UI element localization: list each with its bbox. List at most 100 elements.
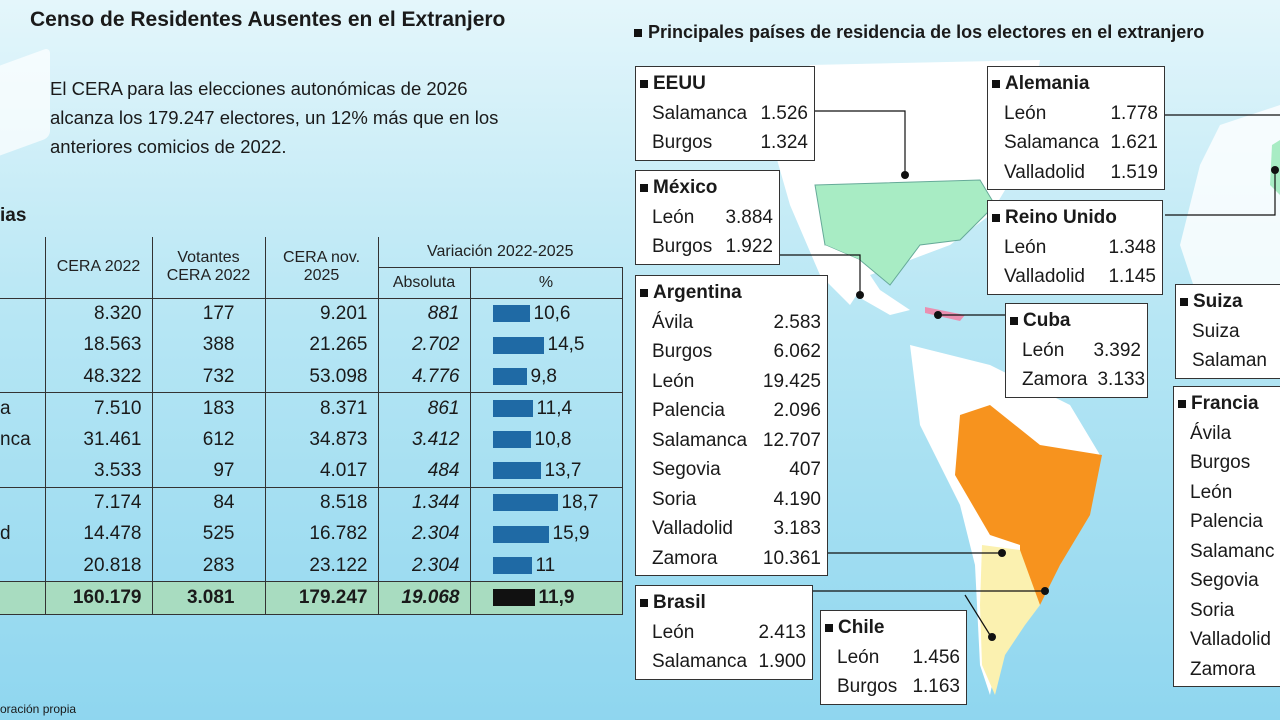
province-name: León [652, 621, 695, 643]
country-box-reino-unido: Reino Unido León 1.348 Valladolid 1.145 [987, 200, 1163, 295]
row-label [0, 330, 45, 362]
pct-bar [492, 556, 532, 574]
province-name: Burgos [837, 676, 898, 697]
votantes-cell: 3.081 [151, 581, 265, 615]
cera2025-cell: 16.782 [264, 518, 378, 550]
province-value: 2.413 [758, 621, 806, 643]
pct-bar [492, 431, 531, 449]
pct-bar [492, 589, 535, 607]
row-label: nca [0, 428, 31, 450]
province-row: Soria 4.190 [652, 485, 821, 515]
cera-table: CERA 2022 Votantes CERA 2022 CERA nov. 2… [0, 237, 623, 615]
province-value: 1.900 [758, 651, 806, 672]
cera2022-header: CERA 2022 [44, 237, 152, 298]
province-name: León [652, 206, 695, 228]
votantes-header: Votantes CERA 2022 [151, 237, 265, 298]
province-row: Ávila [1190, 419, 1280, 449]
table-row: 3.533 97 4.017 484 13,7 [0, 455, 623, 487]
cera2022-cell: 31.461 [44, 424, 152, 456]
votantes-cell: 525 [151, 518, 265, 550]
absoluta-cell: 484 [377, 455, 470, 487]
votantes-cell: 732 [151, 361, 265, 393]
province-row: Valladolid 1.145 [1004, 262, 1156, 292]
argentina-shape [980, 545, 1040, 695]
country-name: Reino Unido [992, 203, 1156, 233]
table-row: 160.179 3.081 179.247 19.068 11,9 [0, 581, 623, 615]
province-name: León [1004, 102, 1047, 124]
pct-cell: 11 [469, 550, 623, 582]
province-value: 6.062 [773, 341, 821, 362]
country-name: EEUU [640, 69, 808, 99]
province-value: 1.145 [1108, 266, 1156, 287]
province-value: 10.361 [762, 547, 821, 569]
province-value: 1.922 [725, 236, 773, 257]
pct-value: 14,5 [547, 334, 585, 356]
province-row: Palencia [1190, 507, 1280, 537]
country-name: Chile [825, 613, 960, 643]
province-value: 1.324 [760, 132, 808, 153]
pct-cell: 14,5 [469, 329, 623, 361]
province-name: León [652, 370, 695, 392]
province-row: León 2.413 [652, 618, 806, 648]
bullet-icon [634, 29, 642, 38]
pct-value: 11,4 [536, 397, 573, 419]
province-name: Salamanca [652, 429, 748, 451]
cera2025-cell: 4.017 [264, 455, 378, 487]
map-title-text: Principales países de residencia de los … [648, 22, 1205, 42]
province-name: Burgos [652, 341, 713, 362]
table-row: 18.563 388 21.265 2.702 14,5 [0, 329, 623, 362]
country-box-brasil: Brasil León 2.413 Salamanca 1.900 [635, 585, 813, 680]
province-name: Valladolid [1190, 629, 1271, 650]
province-value: 1.163 [912, 676, 960, 697]
province-name: León [1022, 339, 1065, 361]
pct-cell: 10,6 [469, 297, 623, 330]
province-name: Valladolid [1004, 266, 1085, 287]
pct-cell: 10,8 [469, 424, 623, 456]
variacion-header: Variación 2022-2025 [377, 237, 622, 268]
pct-bar [492, 367, 527, 385]
row-label [0, 581, 45, 615]
page-title: Censo de Residentes Ausentes en el Extra… [30, 8, 506, 31]
province-value: 2.096 [773, 400, 821, 421]
province-name: León [837, 646, 880, 668]
province-name: León [1190, 481, 1233, 503]
province-name: Suiza [1192, 320, 1240, 342]
cera2022-cell: 20.818 [44, 550, 152, 582]
province-row: Valladolid [1190, 625, 1280, 655]
country-name: Brasil [640, 588, 806, 618]
province-value: 1.348 [1108, 236, 1156, 258]
table-row: nca 31.461 612 34.873 3.412 10,8 [0, 424, 623, 456]
province-value: 1.621 [1110, 132, 1158, 153]
country-name: México [640, 173, 773, 203]
label-header [0, 237, 45, 298]
cuba-shape [925, 307, 965, 321]
province-row: Zamora 3.133 [1022, 365, 1145, 395]
cera2022-cell: 3.533 [44, 455, 152, 487]
intro-text: El CERA para las elecciones autonómicas … [50, 78, 499, 157]
province-name: Segovia [1190, 570, 1259, 591]
votantes-cell: 388 [151, 329, 265, 361]
province-value: 1.526 [760, 102, 808, 124]
cera2025-cell: 53.098 [264, 361, 378, 393]
province-row: León [1190, 478, 1280, 508]
province-name: Burgos [652, 132, 713, 153]
province-name: Salamanca [1004, 132, 1100, 153]
province-name: Salamanca [652, 651, 748, 672]
cera2022-cell: 7.510 [44, 392, 152, 424]
province-value: 12.707 [762, 429, 821, 451]
cera2022-cell: 8.320 [44, 297, 152, 330]
absoluta-cell: 3.412 [377, 424, 470, 456]
province-row: Salamanca 1.526 [652, 99, 808, 129]
province-row: Salamanca 12.707 [652, 426, 821, 456]
cera2025-cell: 23.122 [264, 550, 378, 582]
province-name: Salamanc [1190, 540, 1275, 562]
mexico-shape [825, 245, 910, 315]
province-row: Zamora 10.361 [652, 544, 821, 574]
province-row: León 19.425 [652, 367, 821, 397]
province-name: Zamora [1022, 369, 1088, 390]
cera2025-cell: 9.201 [264, 297, 378, 330]
pct-value: 10,8 [534, 428, 572, 450]
absoluta-cell: 19.068 [377, 581, 470, 615]
province-name: Soria [1190, 599, 1235, 621]
province-value: 3.183 [773, 518, 821, 539]
